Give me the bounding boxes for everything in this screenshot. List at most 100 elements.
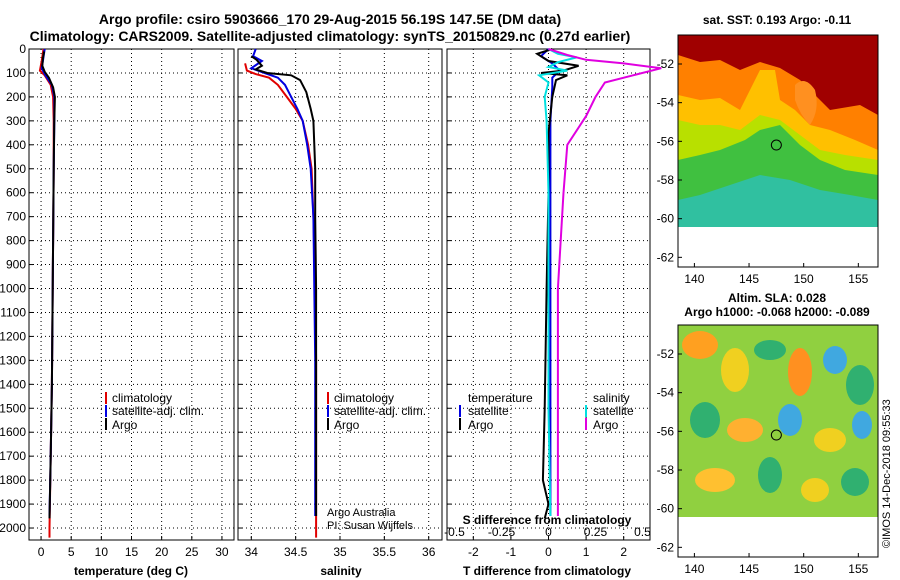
sla-map-axes: 140 145 150 155 -52 -54 -56 -58 -60 -62 (657, 324, 879, 576)
sla-blob (788, 348, 812, 396)
x-tick-label: 5 (68, 545, 75, 559)
sla-blob (758, 457, 782, 493)
difference-panel: -2 -1 0 1 2 -0.5 -0.25 0 0.25 0.5 (444, 48, 662, 559)
sst-teal-band (678, 175, 878, 227)
map-lat-label: -56 (657, 134, 675, 148)
map-lat-label: -58 (657, 463, 675, 477)
y-tick-label: 800 (6, 234, 26, 248)
y-tick-label: 1700 (0, 449, 26, 463)
map-lon-label: 150 (794, 272, 814, 286)
y-tick-label: 1300 (0, 353, 26, 367)
y-tick-label: 1000 (0, 282, 26, 296)
y-tick-label: 500 (6, 162, 26, 176)
series-line-s-argo (548, 48, 662, 516)
x-tick-label: 34.5 (284, 545, 308, 559)
x-tick-label: -2 (468, 545, 479, 559)
y-tick-label: 2000 (0, 521, 26, 535)
sla-blob (778, 404, 802, 436)
sla-blob (814, 428, 846, 452)
y-tick-label: 1800 (0, 473, 26, 487)
x-tick-label: 15 (125, 545, 139, 559)
series-line-argo (41, 51, 56, 519)
map-lat-label: -52 (657, 347, 675, 361)
legend-label-s-argo: Argo (593, 418, 619, 432)
legend-title-temperature: temperature (468, 391, 533, 405)
salinity-axis-label: salinity (320, 564, 362, 578)
y-tick-label: 700 (6, 210, 26, 224)
sla-blob (754, 340, 786, 360)
s-tick-label: 0 (545, 525, 552, 539)
y-tick-label: 0 (19, 42, 26, 56)
x-tick-label: -1 (506, 545, 517, 559)
legend-label-argo: Argo (334, 418, 360, 432)
y-tick-label: 1500 (0, 401, 26, 415)
t-difference-axis-label: T difference from climatology (463, 564, 631, 578)
legend-label-satellite: satellite-adj. clim. (112, 404, 204, 418)
sla-map-title-line1: Altim. SLA: 0.028 (728, 291, 826, 305)
figure-title-line2: Climatology: CARS2009. Satellite-adjuste… (30, 28, 631, 44)
sst-map-axes: 140 145 150 155 -52 -54 -56 -58 -60 -62 (657, 34, 879, 286)
y-tick-label: 400 (6, 138, 26, 152)
y-tick-label: 1600 (0, 425, 26, 439)
salinity-panel: 34 34.5 35 35.5 36 (237, 48, 443, 559)
legend-label-t-satellite: satellite (468, 404, 509, 418)
profile-location-marker (770, 429, 782, 441)
sla-blob (690, 402, 720, 438)
profile-location-marker (770, 139, 782, 151)
temperature-legend: climatology satellite-adj. clim. Argo (105, 391, 204, 432)
legend-swatch-t-argo (459, 418, 461, 430)
y-tick-label: 900 (6, 258, 26, 272)
map-lon-label: 145 (739, 562, 759, 576)
legend-title-salinity: salinity (593, 391, 630, 405)
plot-frame (28, 48, 235, 541)
sla-blob (727, 418, 763, 442)
map-lon-label: 150 (794, 562, 814, 576)
credit-line1: Argo Australia (327, 507, 396, 519)
series-line-argo (250, 55, 318, 516)
sst-eddy (795, 81, 817, 125)
map-lat-label: -58 (657, 173, 675, 187)
s-difference-axis-label: S difference from climatology (463, 513, 632, 527)
series-line-s-satellite (536, 48, 577, 517)
series-line-satellite-adj-clim- (249, 48, 317, 516)
s-tick-label: -0.25 (488, 525, 516, 539)
plot-frame (237, 48, 443, 541)
y-tick-label: 100 (6, 66, 26, 80)
s-tick-label: -0.5 (444, 525, 465, 539)
sla-map-title-line2: Argo h1000: -0.068 h2000: -0.089 (684, 305, 870, 319)
map-lon-label: 155 (848, 272, 868, 286)
legend-swatch-s-satellite (585, 405, 587, 417)
map-lat-label: -52 (657, 57, 675, 71)
legend-swatch-satellite (327, 405, 329, 417)
y-tick-label: 1200 (0, 329, 26, 343)
y-tick-label: 1900 (0, 497, 26, 511)
x-tick-label: 1 (583, 545, 590, 559)
y-tick-label: 200 (6, 90, 26, 104)
x-tick-label: 0 (545, 545, 552, 559)
sla-blob (846, 365, 874, 405)
legend-swatch-argo (327, 418, 329, 430)
temperature-axis-label: temperature (deg C) (74, 564, 188, 578)
credit-line2: PI: Susan Wijffels (327, 520, 413, 532)
x-tick-label: 34 (245, 545, 259, 559)
x-tick-label: 35 (333, 545, 347, 559)
x-tick-label: 10 (95, 545, 109, 559)
legend-label-climatology: climatology (334, 391, 394, 405)
legend-label-climatology: climatology (112, 391, 172, 405)
legend-label-s-satellite: satellite (593, 404, 634, 418)
x-tick-label: 36 (422, 545, 436, 559)
difference-legend: temperature satellite Argo salinity sate… (459, 391, 634, 527)
sst-no-data-region (678, 227, 878, 267)
map-lat-label: -62 (657, 540, 675, 554)
map-lat-label: -62 (657, 250, 675, 264)
sla-map (678, 325, 878, 517)
s-tick-label: 0.25 (584, 525, 608, 539)
x-tick-label: 0 (38, 545, 45, 559)
map-lat-label: -56 (657, 424, 675, 438)
legend-swatch-climatology (105, 392, 107, 404)
map-lat-label: -60 (657, 502, 675, 516)
figure-title-line1: Argo profile: csiro 5903666_170 29-Aug-2… (99, 11, 561, 27)
temperature-panel: 0 5 10 15 20 25 300100200300400500600700800900… (0, 42, 235, 559)
legend-swatch-s-argo (585, 418, 587, 430)
y-tick-label: 300 (6, 114, 26, 128)
